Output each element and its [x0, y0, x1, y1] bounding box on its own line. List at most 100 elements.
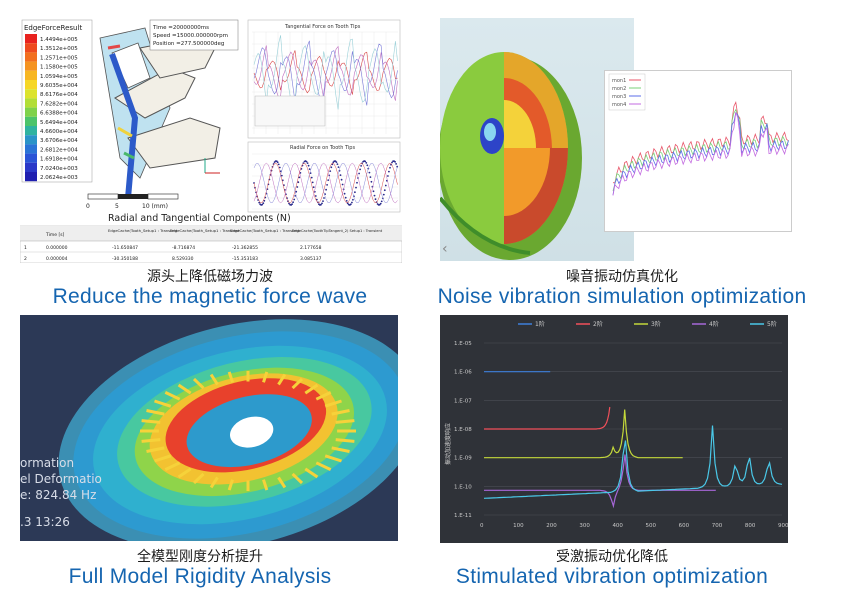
x-tick-label: 300	[579, 523, 590, 529]
stator-tooth	[324, 454, 342, 463]
stator-tooth	[335, 419, 355, 424]
table-row-1-c2: -8.716874	[172, 245, 195, 251]
noise-legend-label: mon4	[612, 102, 626, 108]
legend-swatch	[25, 144, 37, 154]
caption-en-stimulated: Stimulated vibration optimization	[455, 565, 769, 588]
noise-legend-label: mon1	[612, 78, 626, 84]
table-row-2-c4: 3.085137	[300, 256, 322, 262]
color-legend: 1.4494e+005 1.3512e+005 1.2571e+005 1.1580e…	[25, 34, 78, 182]
x-tick-label: 900	[778, 523, 788, 529]
stator-tooth	[304, 467, 319, 479]
noise-series-line	[612, 100, 789, 184]
stator-tooth	[335, 438, 355, 443]
chart-series-lines	[483, 371, 783, 509]
force-data-table: Time [s] EdgeCache(Tooth_Setup1 : Transi…	[20, 225, 402, 263]
stator-tooth	[277, 476, 287, 489]
legend-value: 1.0594e+005	[40, 74, 78, 80]
components-chart-title: Radial and Tangential Components (N)	[108, 213, 291, 224]
x-tick-label: 700	[712, 523, 723, 529]
legend-label: 2阶	[593, 320, 603, 328]
legend-swatch	[25, 52, 37, 62]
table-row-1-index: 1	[24, 245, 27, 251]
legend-swatch	[25, 116, 37, 126]
noise-vibration-figure: ‹	[440, 52, 582, 260]
legend-swatch	[25, 34, 37, 44]
caption-en-magnetic: Reduce the magnetic force wave	[52, 285, 368, 308]
stator-tooth	[154, 399, 172, 408]
stator-tooth	[227, 371, 234, 383]
magnetic-force-panel: EdgeForceResult 1.4494e+005 1.3512e+005 1.…	[20, 18, 402, 263]
legend-value: 4.6600e+004	[40, 129, 78, 135]
legend-swatch	[25, 172, 37, 182]
scale-tick-10: 10 (mm)	[142, 203, 168, 210]
table-header-4: EdgeCache(ToothTipTangent_2) Setup1 : Tr…	[292, 229, 383, 233]
y-tick-label: 1.E-05	[454, 341, 472, 347]
legend-swatch	[25, 162, 37, 172]
legend-value: 5.6494e+004	[40, 120, 78, 126]
stator-tooth	[209, 373, 219, 386]
stator-tooth	[192, 377, 205, 390]
scale-tick-5: 5	[115, 203, 119, 210]
legend-value: 7.0240e+003	[40, 166, 78, 172]
caption-cn-noise: 噪音振动仿真优化	[566, 269, 678, 285]
legend-label: 4阶	[709, 320, 719, 328]
legend-value: 7.6282e+004	[40, 101, 78, 107]
caption-cn-magnetic: 源头上降低磁场力波	[147, 269, 273, 285]
legend-value: 1.2571e+005	[40, 55, 78, 61]
stator-tooth	[164, 391, 181, 401]
stator-tooth	[331, 446, 350, 453]
noise-spectrum-plot: mon1 mon2 mon3 mon4	[604, 70, 792, 232]
legend-swatch	[25, 43, 37, 53]
x-tick-label: 600	[679, 523, 690, 529]
table-row-1-c3: -21.362855	[232, 245, 258, 251]
stator-tooth	[227, 479, 234, 491]
table-row-1-c1: -11.650847	[112, 245, 138, 251]
chart-axis-ticks: 1.E-05 1.E-06 1.E-07 1.E-08 1.E-09 1.E-10 1.E-…	[454, 341, 788, 529]
overlay-line-2: el Deformatio	[20, 472, 102, 486]
legend-swatch	[25, 153, 37, 163]
table-header-time: Time [s]	[45, 232, 65, 238]
stator-tooth	[291, 377, 304, 390]
stator-tooth	[315, 391, 332, 401]
series-line-2	[484, 406, 611, 430]
stator-tooth	[277, 373, 287, 386]
small-plot-bottom-title: Radial Force on Tooth Tips	[290, 145, 355, 151]
table-header-2: EdgeCache(Tooth_Setup1 : Transient	[170, 228, 240, 233]
stator-tooth	[262, 371, 269, 383]
table-header-3: EdgeCache(Tooth_Setup1 : Transient	[230, 228, 300, 233]
stator-tooth	[177, 467, 192, 479]
legend-swatch	[25, 70, 37, 80]
caption-en-rigidity: Full Model Rigidity Analysis	[68, 565, 332, 588]
stator-tooth	[192, 472, 205, 485]
series-line-4	[484, 454, 716, 509]
y-tick-label: 1.E-08	[454, 427, 472, 433]
noise-legend-label: mon3	[612, 94, 626, 100]
x-tick-label: 500	[646, 523, 657, 529]
noise-vibration-panel: ‹	[440, 18, 634, 261]
stator-tooth	[141, 419, 161, 424]
scale-tick-0: 0	[86, 203, 90, 210]
legend-value: 9.6035e+004	[40, 83, 78, 89]
x-tick-label: 200	[546, 523, 557, 529]
noise-spectrum-lines	[612, 100, 789, 196]
series-line-3	[484, 409, 683, 459]
info-speed: Speed =15000.000000rpm	[153, 33, 228, 39]
info-position: Position =277.500000deg	[153, 41, 224, 47]
stator-tooth	[164, 461, 181, 471]
table-row-2-c1: -30.350188	[112, 256, 138, 262]
stator-tooth	[209, 476, 219, 489]
magnetic-force-figure: EdgeForceResult 1.4494e+0051.3512e+0051.…	[20, 18, 402, 263]
stator-tooth	[304, 383, 319, 395]
x-tick-label: 100	[513, 523, 524, 529]
legend-value: 1.3512e+005	[40, 46, 78, 52]
noise-legend: mon1 mon2 mon3 mon4	[612, 78, 641, 108]
legend-swatch	[25, 126, 37, 136]
info-time: Time =20000000ms	[152, 25, 209, 31]
noise-series-line	[612, 108, 789, 192]
y-tick-label: 1.E-07	[454, 398, 472, 404]
legend-swatch	[25, 80, 37, 90]
legend-label: 1阶	[535, 320, 545, 328]
small-plot-top-title: Tangential Force on Tooth Tips	[284, 24, 361, 30]
stator-tooth	[291, 472, 304, 485]
x-tick-label: 0	[480, 523, 484, 529]
